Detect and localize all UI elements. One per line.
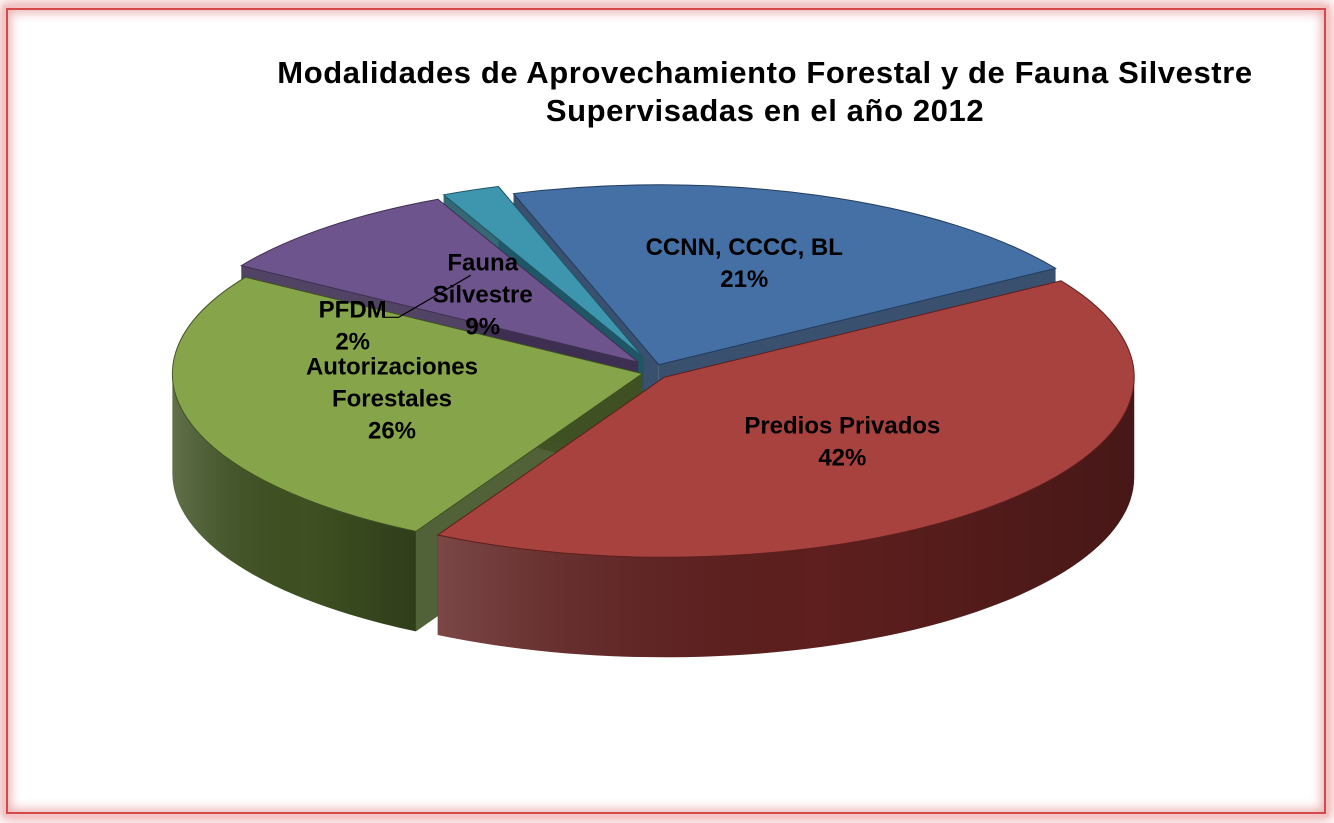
slice-label-autorizaciones-forestales-1: Forestales xyxy=(332,385,452,412)
slice-label-fauna-silvestre-0: Fauna xyxy=(447,250,518,277)
pct-label-ccnn-cccc-bl: 21% xyxy=(720,266,768,293)
pie-slice-ccnn-cccc-bl xyxy=(512,184,1057,366)
leader-line-pfdm xyxy=(382,274,471,318)
pie-slice-autorizaciones-forestales xyxy=(171,276,644,532)
pie-slice-predios-privados xyxy=(436,280,1135,558)
pie-slice-fauna-silvestre xyxy=(239,198,639,363)
slice-label-fauna-silvestre-1: Silvestre xyxy=(433,282,533,309)
slice-label-ccnn-cccc-bl-0: CCNN, CCCC, BL xyxy=(646,234,843,261)
pct-label-predios-privados: 42% xyxy=(818,444,866,471)
pct-label-autorizaciones-forestales: 26% xyxy=(368,417,416,444)
pie-side-shade-predios-privados xyxy=(437,377,1135,658)
chart-title-line-1: Modalidades de Aprovechamiento Forestal … xyxy=(277,55,1252,90)
pie-side-shade-autorizaciones-forestales xyxy=(172,373,416,632)
pie-slice-pfdm xyxy=(442,185,645,359)
chart-title-line-2: Supervisadas en el año 2012 xyxy=(546,93,984,128)
slice-label-autorizaciones-forestales-0: Autorizaciones xyxy=(306,353,478,380)
pct-label-pfdm: 2% xyxy=(335,328,370,355)
slice-label-pfdm-0: PFDM xyxy=(319,296,387,323)
pct-label-fauna-silvestre: 9% xyxy=(465,314,500,341)
slice-label-predios-privados-0: Predios Privados xyxy=(744,412,940,439)
